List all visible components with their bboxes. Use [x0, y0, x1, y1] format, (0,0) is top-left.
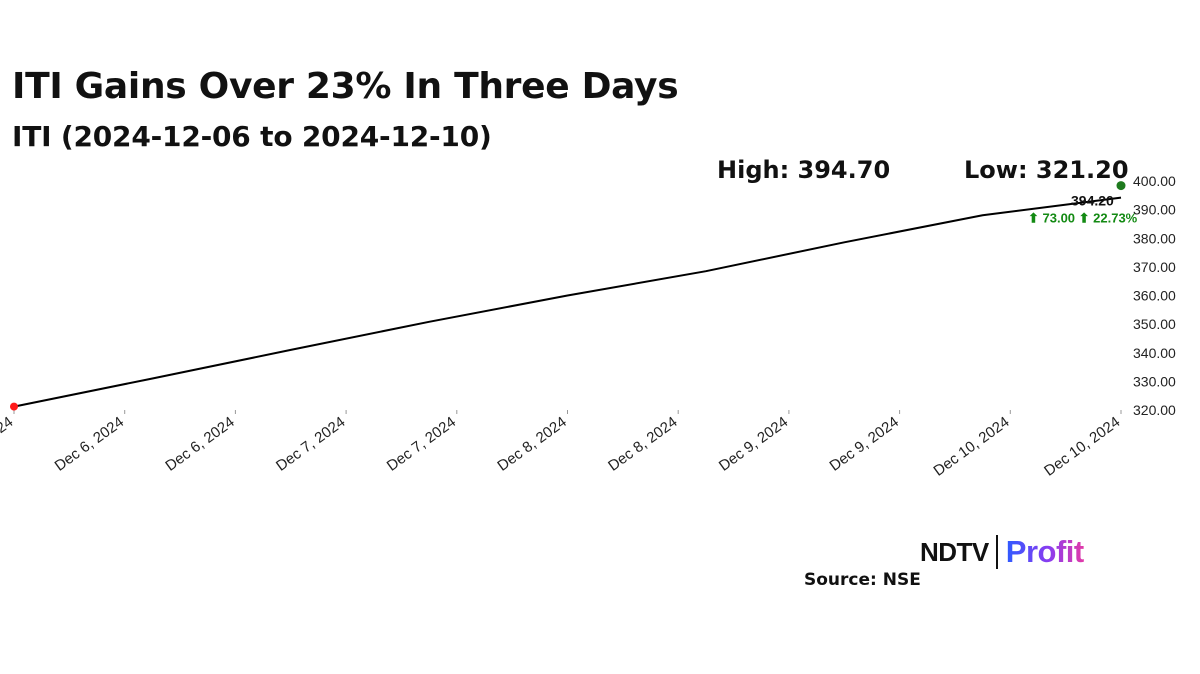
logo-ndtv-text: NDTV	[920, 536, 989, 567]
x-tick-label: Dec 9, 2024	[827, 413, 902, 474]
x-axis-labels: Dec 6, 2024 Dec 6, 2024 Dec 6, 2024 Dec 7, …	[0, 413, 1123, 479]
low-stat: Low: 321.20	[964, 156, 1129, 184]
logo-profit-text: Profit	[1005, 534, 1084, 569]
last-value-label: 394.20	[1071, 193, 1114, 209]
x-tick-label: Dec 9, 2024	[716, 413, 791, 474]
end-marker	[1116, 181, 1126, 191]
chart-title: ITI Gains Over 23% In Three Days	[12, 66, 679, 107]
high-stat: High: 394.70	[717, 156, 891, 184]
y-axis-labels: 400.00 390.00 380.00 370.00 360.00 350.00 340.…	[1133, 173, 1176, 418]
x-tick-label: Dec 10, 2024	[930, 413, 1012, 479]
logo-divider	[995, 535, 998, 569]
x-tick-label: Dec 7, 2024	[384, 413, 459, 474]
y-tick-label: 350.00	[1133, 316, 1176, 332]
x-axis-ticks	[13, 410, 1122, 414]
y-tick-label: 390.00	[1133, 202, 1176, 218]
price-line	[13, 196, 1122, 408]
x-tick-label: Dec 10, 2024	[1041, 413, 1123, 479]
start-marker	[10, 402, 18, 411]
x-tick-label: Dec 6, 2024	[162, 413, 237, 474]
source-note: Source: NSE	[804, 570, 921, 590]
y-tick-label: 370.00	[1133, 259, 1176, 275]
x-tick-label: Dec 7, 2024	[273, 413, 348, 474]
y-tick-label: 320.00	[1133, 402, 1176, 418]
y-tick-label: 380.00	[1133, 230, 1176, 246]
x-tick-label: Dec 6, 2024	[0, 413, 16, 474]
ndtv-profit-logo: NDTV Profit	[920, 532, 1084, 572]
y-tick-label: 360.00	[1133, 288, 1176, 304]
change-label: ⬆ 73.00 ⬆ 22.73%	[1028, 211, 1138, 226]
y-tick-label: 340.00	[1133, 345, 1176, 361]
x-tick-label: Dec 6, 2024	[52, 413, 127, 474]
x-tick-label: Dec 8, 2024	[494, 413, 569, 474]
y-tick-label: 400.00	[1133, 173, 1176, 189]
y-tick-label: 330.00	[1133, 373, 1176, 389]
chart-subtitle: ITI (2024-12-06 to 2024-12-10)	[12, 120, 492, 153]
x-tick-label: Dec 8, 2024	[605, 413, 680, 474]
